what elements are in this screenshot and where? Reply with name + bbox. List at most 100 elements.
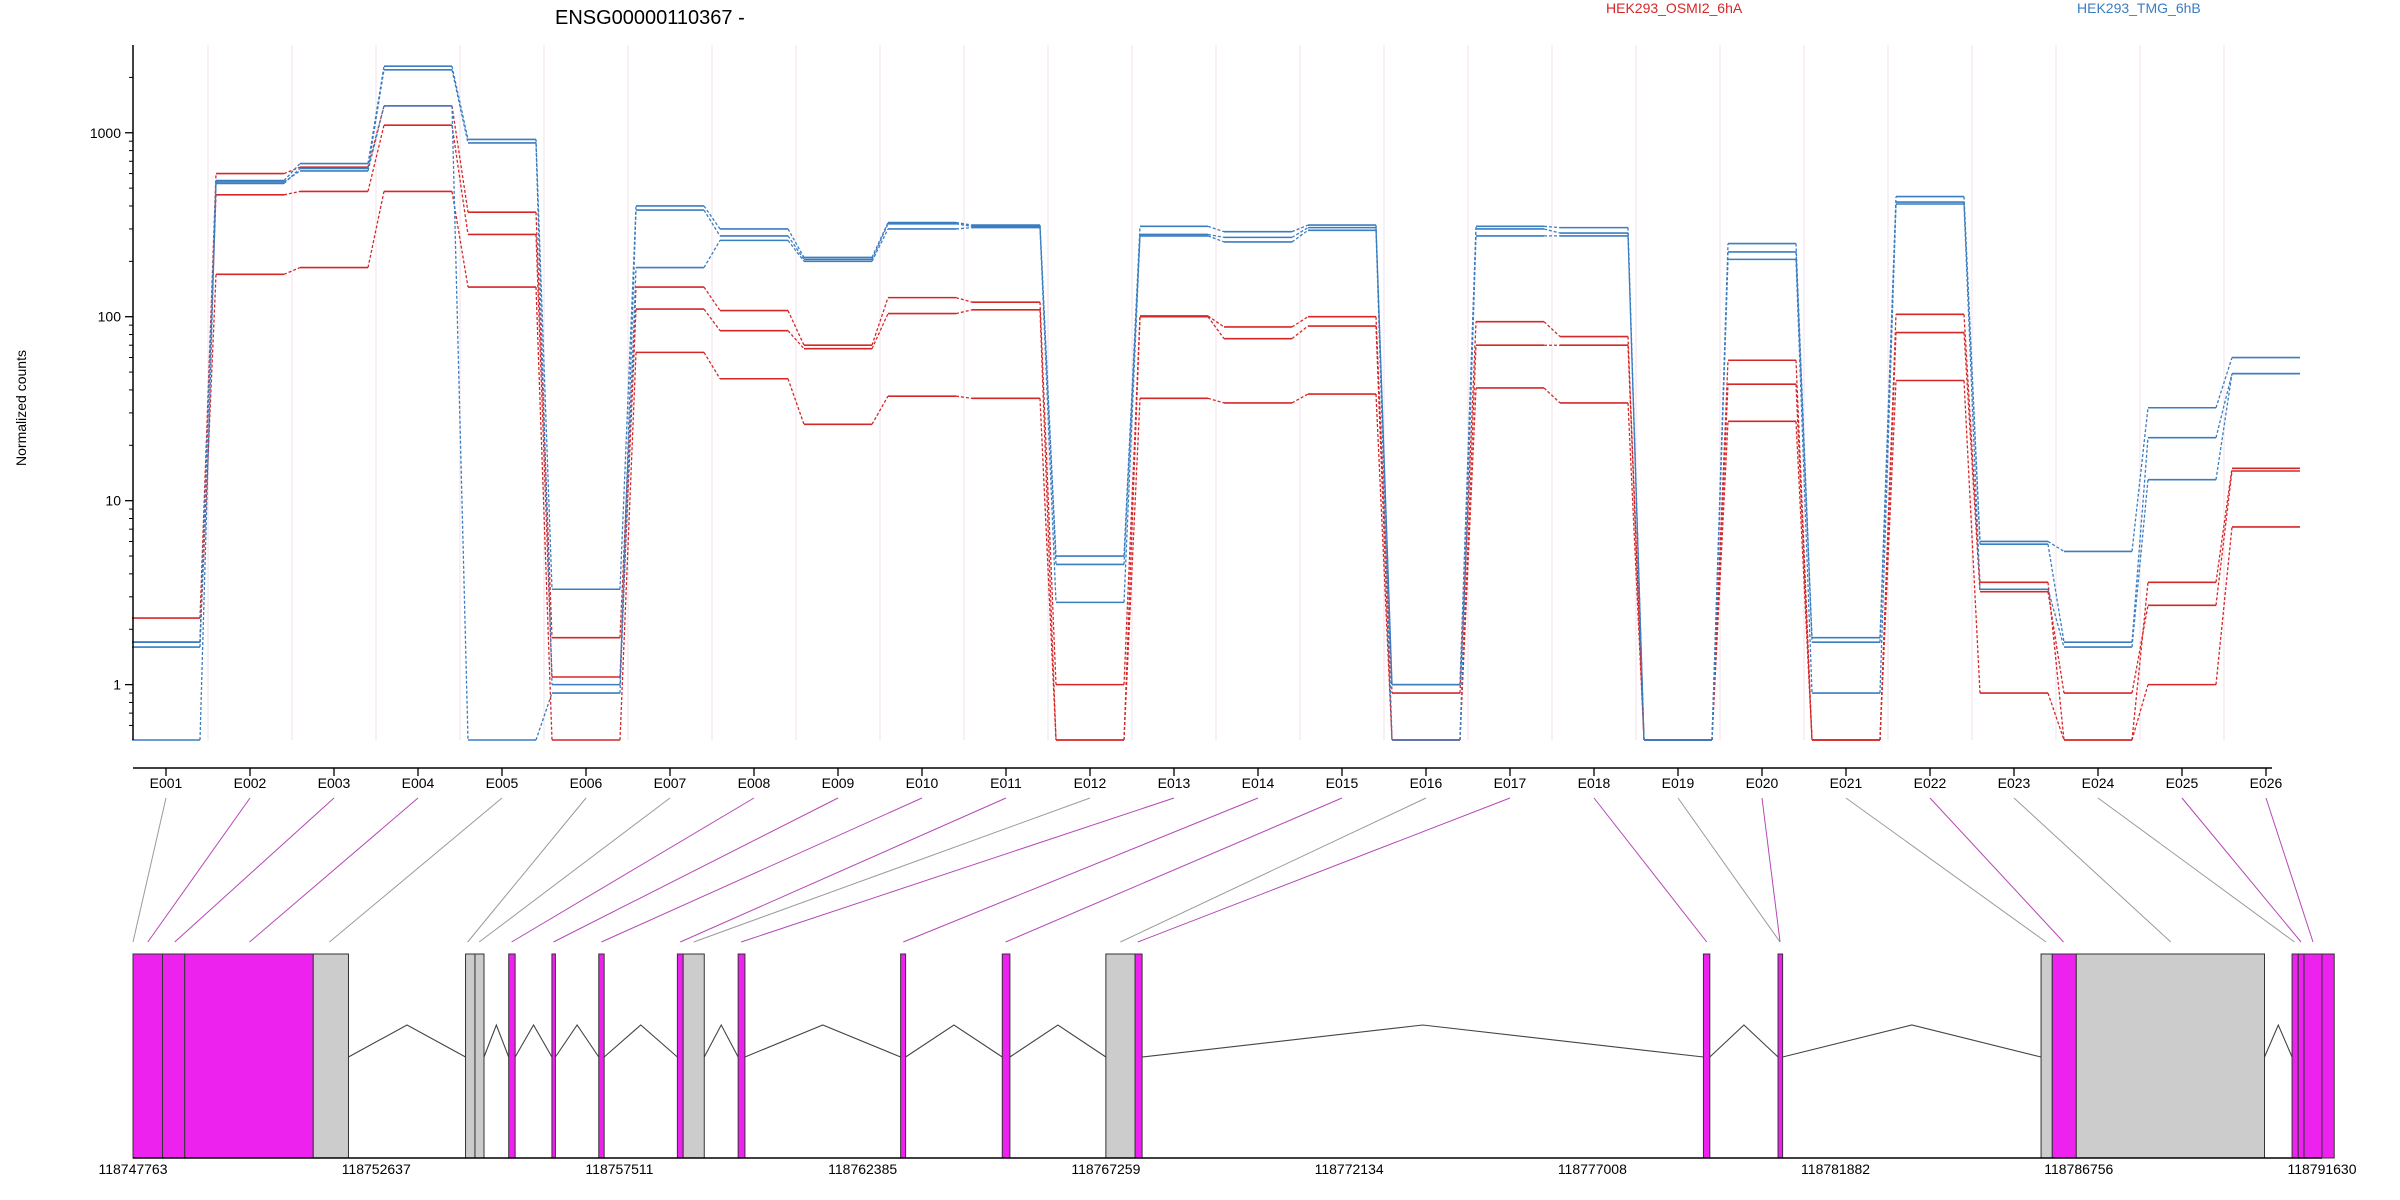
- x-tick-label-E001: E001: [150, 775, 183, 791]
- exon-connector: [132, 797, 167, 943]
- intron-line: [1142, 1024, 1704, 1058]
- connector-dash: [535, 234, 553, 678]
- exon-connector: [740, 797, 1175, 943]
- intron-line: [1782, 1024, 2042, 1058]
- connector-dash: [1459, 228, 1477, 685]
- connector-dash: [2131, 479, 2149, 648]
- connector-dash: [1375, 393, 1393, 741]
- connector-dash: [2215, 373, 2233, 438]
- connector-dash: [1375, 316, 1393, 694]
- connector-dash: [2215, 468, 2233, 583]
- x-tick-label-E011: E011: [990, 775, 1022, 791]
- exon-connector: [903, 797, 1259, 943]
- connector-dash: [1627, 235, 1645, 741]
- genomic-coordinate-label: 118747763: [98, 1161, 167, 1177]
- x-tick-label-E010: E010: [906, 775, 939, 791]
- genomic-coordinate-label: 118777008: [1558, 1161, 1627, 1177]
- connector-dash: [199, 181, 217, 741]
- connector-dash: [1795, 259, 1813, 694]
- connector-dash: [367, 105, 385, 172]
- exon-connector: [680, 797, 1007, 943]
- exon-E005: [465, 953, 476, 1159]
- connector-dash: [2215, 373, 2233, 480]
- connector-dash: [451, 105, 469, 213]
- connector-dash: [1459, 235, 1477, 741]
- exon-connector: [2013, 797, 2172, 943]
- connector-dash: [955, 296, 973, 303]
- intron-line: [514, 1023, 553, 1058]
- genomic-coordinate-label: 118781882: [1801, 1161, 1870, 1177]
- connector-dash: [451, 105, 469, 741]
- connector-dash: [703, 352, 721, 380]
- genomic-coordinate-label: 118762385: [828, 1161, 897, 1177]
- connector-dash: [451, 125, 469, 235]
- exon-connector: [249, 797, 419, 943]
- chart-title: ENSG00000110367 -: [555, 7, 745, 29]
- connector-dash: [1039, 302, 1057, 685]
- connector-dash: [703, 240, 721, 268]
- exon-connector: [2181, 797, 2302, 943]
- connector-dash: [1711, 259, 1729, 741]
- x-tick-label-E022: E022: [1914, 775, 1947, 791]
- x-tick-label-E018: E018: [1578, 775, 1611, 791]
- connector-dash: [1207, 225, 1225, 233]
- y-axis-label: Normalized counts: [13, 350, 29, 466]
- exon-E006: [474, 953, 485, 1159]
- intron-line: [1709, 1024, 1779, 1058]
- series-2: [132, 190, 2300, 741]
- connector-dash: [703, 308, 721, 332]
- connector-dash: [283, 163, 301, 181]
- exon-E020: [2051, 953, 2077, 1159]
- connector-dash: [1291, 393, 1309, 404]
- exon-E017: [1702, 953, 1711, 1159]
- connector-dash: [1963, 332, 1981, 592]
- exon-connector: [553, 797, 839, 943]
- exon-connector: [147, 797, 251, 943]
- x-tick-label-E009: E009: [822, 775, 855, 791]
- series-lines: [132, 65, 2300, 741]
- connector-dash: [2047, 544, 2065, 643]
- x-tick-label-E019: E019: [1662, 775, 1695, 791]
- connector-dash: [2047, 692, 2065, 741]
- intron-line: [483, 1023, 510, 1058]
- exon-E004: [312, 953, 349, 1159]
- exon-E002: [161, 953, 186, 1159]
- x-tick-label-E016: E016: [1410, 775, 1443, 791]
- connector-dash: [535, 692, 553, 741]
- connector-dash: [1207, 316, 1225, 340]
- gene-model-track: 118747763 118752637 118757511 118762385 1187…: [98, 953, 2357, 1177]
- x-tick-label-E006: E006: [570, 775, 603, 791]
- connector-dash: [871, 228, 889, 262]
- x-tick-label-E005: E005: [486, 775, 519, 791]
- connector-dash: [871, 222, 889, 258]
- connector-dash: [703, 209, 721, 237]
- x-tick-label-E003: E003: [318, 775, 351, 791]
- exon-connector: [467, 797, 587, 943]
- connector-dash: [1207, 315, 1225, 328]
- x-tick-label-E025: E025: [2166, 775, 2199, 791]
- exon-connector: [329, 797, 503, 943]
- connector-dash: [1963, 203, 1981, 590]
- x-tick-label-E007: E007: [654, 775, 687, 791]
- connector-dash: [787, 239, 805, 262]
- connector-dash: [955, 395, 973, 399]
- connector-dash: [283, 190, 301, 196]
- genomic-coordinate-label: 118767259: [1071, 1161, 1140, 1177]
- connector-dash: [1291, 316, 1309, 328]
- x-tick-label-E012: E012: [1074, 775, 1107, 791]
- connector-dash: [1879, 203, 1897, 694]
- exon-E015: [1105, 953, 1136, 1159]
- connector-dash: [1039, 398, 1057, 741]
- connector-dash: [787, 330, 805, 350]
- x-tick-label-E017: E017: [1494, 775, 1527, 791]
- connector-dash: [1123, 234, 1141, 565]
- connector-dash: [367, 69, 385, 169]
- exon-E013: [900, 953, 907, 1159]
- connector-dash: [955, 221, 973, 226]
- connector-dash: [451, 66, 469, 140]
- connector-dash: [1795, 421, 1813, 741]
- connector-dash: [2131, 582, 2149, 741]
- x-tick-label-E023: E023: [1998, 775, 2031, 791]
- connector-dash: [871, 313, 889, 349]
